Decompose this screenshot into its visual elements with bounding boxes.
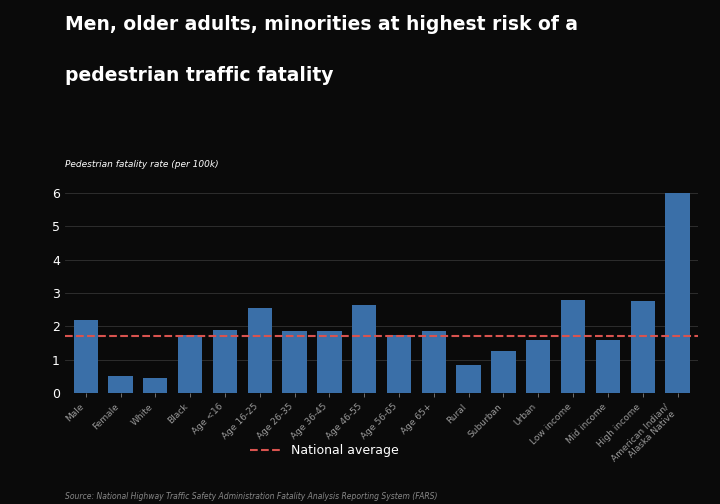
Bar xyxy=(561,300,585,393)
Text: Source: National Highway Traffic Safety Administration Fatality Analysis Reporti: Source: National Highway Traffic Safety … xyxy=(65,492,437,501)
Bar xyxy=(491,351,516,393)
Bar xyxy=(352,305,377,393)
Bar xyxy=(387,335,411,393)
Bar xyxy=(422,332,446,393)
Bar xyxy=(73,320,98,393)
Bar xyxy=(665,193,690,393)
Bar xyxy=(212,330,237,393)
Bar xyxy=(108,376,132,393)
Legend: National average: National average xyxy=(245,439,403,463)
Bar xyxy=(143,378,168,393)
Bar xyxy=(631,301,655,393)
Bar xyxy=(282,332,307,393)
Bar xyxy=(456,365,481,393)
Text: Pedestrian fatality rate (per 100k): Pedestrian fatality rate (per 100k) xyxy=(65,160,218,169)
Bar xyxy=(595,340,620,393)
Text: pedestrian traffic fatality: pedestrian traffic fatality xyxy=(65,66,333,85)
Bar xyxy=(178,335,202,393)
Bar xyxy=(318,332,341,393)
Bar xyxy=(248,308,272,393)
Bar xyxy=(526,340,551,393)
Text: Men, older adults, minorities at highest risk of a: Men, older adults, minorities at highest… xyxy=(65,15,577,34)
